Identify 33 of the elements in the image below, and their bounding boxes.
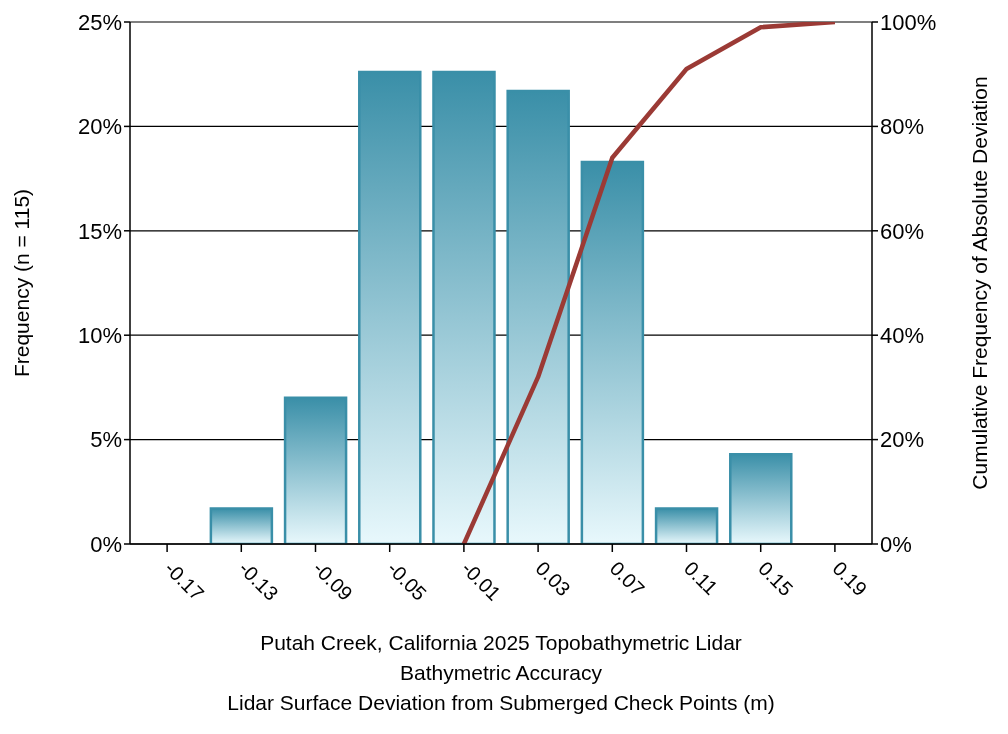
x-tick-label: 0.19 (828, 557, 872, 601)
x-tick-label: -0.09 (308, 557, 357, 605)
y-tick-label: 0% (90, 531, 122, 557)
bar (209, 507, 274, 544)
line-series (461, 22, 838, 544)
y-tick-label: 20% (77, 114, 122, 140)
bar (432, 70, 496, 544)
x-tick-label: -0.13 (234, 557, 283, 605)
y-tick-label: 5% (90, 427, 122, 453)
bar (729, 452, 793, 544)
bar (358, 70, 422, 544)
bar (283, 396, 348, 544)
y2-tick-label: 40% (880, 323, 925, 349)
x-tick-label: 0.03 (531, 557, 575, 601)
x-axis-title: Putah Creek, California 2025 Topobathymetric Lidar Bathymetric Accuracy Lidar Surface Deviation from Submerged Check Points (m) (226, 630, 776, 716)
bar (580, 160, 645, 544)
y2-tick-label: 60% (880, 218, 925, 244)
y-tick-label: 10% (77, 323, 122, 349)
y-axis-title: Frequency (n = 115) (10, 188, 34, 378)
bar (506, 89, 570, 544)
y2-tick-label: 100% (880, 9, 937, 35)
x-tick-label: 0.15 (754, 557, 798, 601)
y-tick-label: 25% (77, 9, 122, 35)
y2-tick-label: 0% (880, 531, 912, 557)
x-tick-label: 0.07 (605, 557, 649, 601)
bar (654, 507, 719, 544)
y2-tick-label: 20% (880, 427, 925, 453)
x-tick-label: -0.17 (160, 557, 209, 605)
x-tick-label: 0.11 (679, 557, 722, 600)
x-tick-label: -0.05 (383, 557, 431, 605)
y-tick-label: 15% (77, 218, 122, 244)
y2-tick-label: 80% (880, 114, 925, 140)
y2-axis-title: Cumulative Frequency of Absolute Deviation (968, 76, 992, 490)
